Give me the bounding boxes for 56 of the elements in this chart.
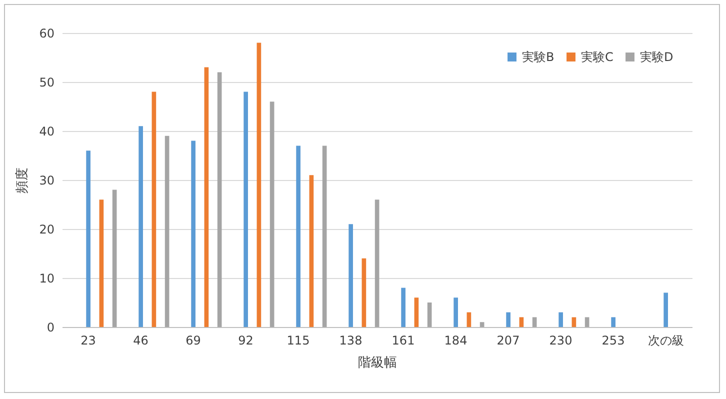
bar — [480, 322, 484, 327]
bar — [244, 92, 248, 327]
bar — [256, 42, 262, 327]
bar — [204, 67, 209, 327]
bar — [374, 200, 380, 327]
x-tick-label: 92 — [238, 334, 254, 348]
bar — [112, 190, 117, 327]
x-tick-label: 69 — [186, 334, 201, 348]
bar — [401, 288, 406, 327]
x-tick-label: 161 — [392, 334, 415, 348]
bar — [164, 136, 170, 327]
y-axis-title: 頻度 — [14, 168, 30, 194]
bar — [309, 175, 314, 327]
bar — [270, 102, 274, 327]
x-tick-label: 23 — [80, 334, 96, 348]
legend-label: 実験C — [581, 50, 614, 64]
y-tick-label: 20 — [39, 222, 54, 236]
x-tick-label: 230 — [549, 334, 572, 348]
bar — [296, 146, 300, 327]
bar — [558, 312, 563, 327]
x-tick-label: 次の級 — [648, 334, 684, 348]
x-tick-label: 46 — [133, 334, 148, 348]
x-tick-label: 138 — [339, 334, 362, 348]
bar — [152, 92, 156, 327]
legend-label: 実験D — [640, 50, 674, 64]
bar — [519, 317, 524, 327]
bar — [572, 317, 576, 327]
bar — [348, 224, 353, 327]
bar — [99, 200, 104, 327]
bar — [664, 292, 668, 327]
y-tick-label: 0 — [46, 320, 54, 334]
y-tick-label: 60 — [39, 26, 54, 40]
bar — [322, 146, 327, 327]
y-tick-label: 50 — [39, 76, 54, 90]
y-tick-label: 40 — [39, 124, 54, 138]
bar — [86, 150, 90, 327]
bar — [414, 298, 419, 327]
bar — [217, 72, 222, 327]
legend-label: 実験B — [522, 50, 554, 64]
bar — [138, 126, 143, 327]
bar — [506, 312, 510, 327]
x-tick-label: 207 — [496, 334, 520, 348]
bar — [191, 140, 196, 327]
bar — [584, 317, 590, 327]
bar — [611, 317, 616, 327]
bar — [362, 258, 366, 327]
x-tick-label: 253 — [602, 334, 625, 348]
bar — [427, 302, 432, 327]
y-tick-label: 10 — [39, 272, 54, 286]
bar — [532, 317, 537, 327]
x-tick-label: 115 — [286, 334, 310, 348]
x-axis-title: 階級幅 — [358, 356, 397, 370]
y-tick-label: 30 — [39, 174, 54, 188]
bar — [466, 312, 472, 327]
x-tick-label: 184 — [444, 334, 468, 348]
bar — [454, 298, 458, 327]
